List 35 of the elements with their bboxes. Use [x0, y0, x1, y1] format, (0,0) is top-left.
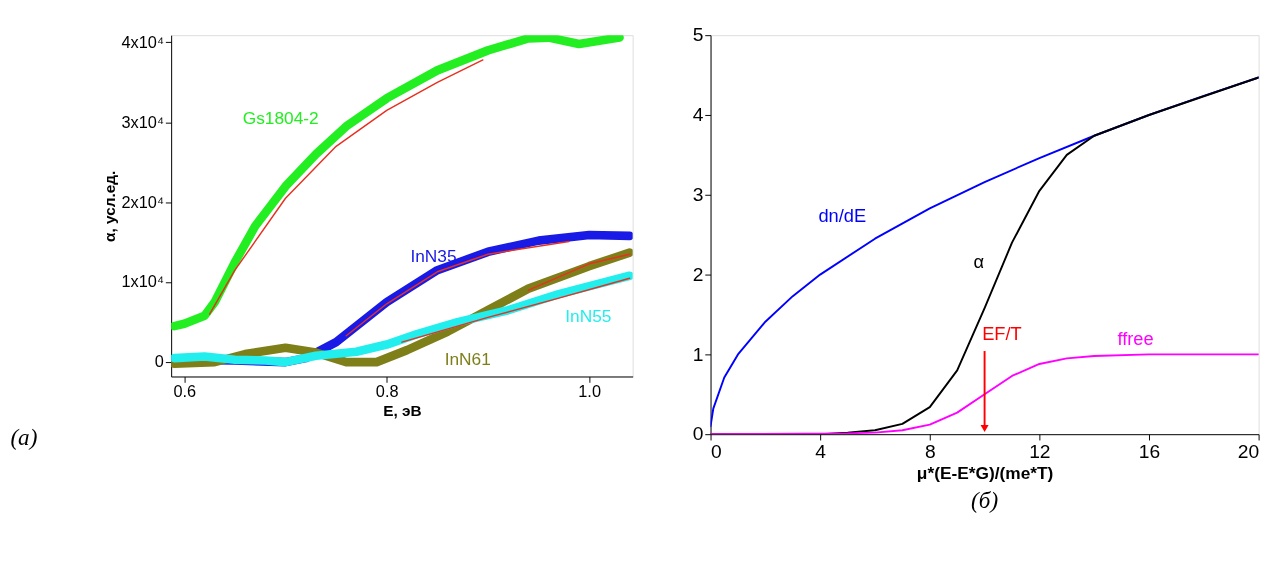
series-label: InN61: [444, 348, 491, 369]
x-tick-label: 4: [815, 440, 827, 462]
x-tick-label: 0.6: [173, 382, 197, 401]
y-tick-label: 1x10⁴: [121, 272, 164, 291]
series-label: Gs1804-2: [242, 107, 319, 128]
text: (б): [971, 487, 999, 514]
series-label: dn/dE: [818, 204, 867, 226]
y-tick-label: 1: [692, 343, 704, 365]
x-tick-label: 20: [1237, 440, 1260, 462]
series-label: InN35: [410, 245, 457, 266]
x-tick-label: 0.8: [375, 382, 399, 401]
x-axis-title: μ*(E-E*G)/(me*T): [916, 462, 1054, 483]
text: (a): [10, 423, 38, 450]
x-tick-label: 0: [711, 440, 722, 462]
x-tick-label: 1.0: [578, 382, 601, 401]
x-axis-title: E, эВ: [383, 402, 422, 420]
y-axis-title: α, усл.ед.: [100, 170, 118, 242]
y-tick-label: 0: [692, 423, 704, 445]
y-tick-label: 2x10⁴: [121, 192, 164, 211]
y-tick-label: 3: [692, 184, 704, 206]
line-series: [401, 277, 631, 343]
y-tick-label: 3x10⁴: [121, 112, 164, 131]
x-tick-label: 16: [1138, 440, 1161, 462]
y-tick-label: 4: [692, 104, 704, 126]
series-label: ffree: [1117, 327, 1154, 349]
annotation: EF/T: [982, 323, 1022, 345]
line-series: [208, 59, 484, 315]
x-tick-label: 8: [924, 440, 936, 462]
y-tick-label: 2: [692, 263, 704, 285]
y-tick-label: 0: [154, 352, 164, 371]
series-label: InN55: [565, 305, 612, 326]
series-label: α: [973, 250, 985, 272]
x-tick-label: 12: [1029, 440, 1051, 462]
y-tick-label: 4x10⁴: [121, 32, 164, 51]
y-tick-label: 5: [692, 24, 704, 46]
